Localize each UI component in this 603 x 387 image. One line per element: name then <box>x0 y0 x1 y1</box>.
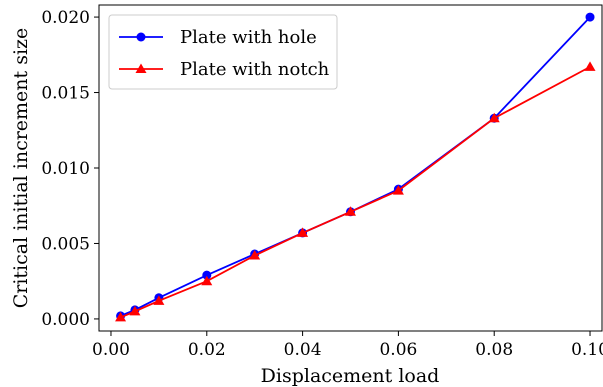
data-point <box>202 270 212 280</box>
y-tick-label: 0.000 <box>41 310 90 330</box>
legend-marker-notch <box>135 63 147 73</box>
y-tick-label: 0.005 <box>41 234 90 254</box>
data-point <box>392 185 404 195</box>
legend-label-notch: Plate with notch <box>180 59 330 80</box>
y-axis: 0.000 0.005 0.010 0.015 0.020 <box>41 8 99 330</box>
x-tick-label: 0.06 <box>379 340 417 360</box>
x-axis-label: Displacement load <box>261 365 440 387</box>
legend-box <box>108 14 338 90</box>
series-plate-with-notch <box>115 61 596 322</box>
data-point <box>488 112 500 123</box>
data-point <box>249 250 261 260</box>
y-tick-label: 0.015 <box>41 84 90 104</box>
y-tick-label: 0.010 <box>41 159 90 179</box>
data-point <box>345 206 356 216</box>
legend-marker-hole <box>136 32 146 42</box>
data-point <box>115 311 127 322</box>
series-layer <box>115 12 596 322</box>
y-tick-label: 0.020 <box>41 8 90 28</box>
data-point <box>129 305 141 316</box>
x-tick-label: 0.00 <box>92 340 130 360</box>
x-tick-label: 0.08 <box>475 340 513 360</box>
data-point <box>584 61 596 71</box>
legend-label-hole: Plate with hole <box>180 27 317 48</box>
data-point <box>153 295 165 305</box>
y-axis-label: Critical initial increment size <box>10 28 32 309</box>
data-point <box>201 275 213 286</box>
x-tick-label: 0.04 <box>284 340 322 360</box>
data-point <box>585 12 595 22</box>
x-axis: 0.00 0.02 0.04 0.06 0.08 0.10 <box>92 331 603 360</box>
x-tick-label: 0.02 <box>188 340 226 360</box>
data-point <box>297 227 309 237</box>
x-tick-label: 0.10 <box>571 340 603 360</box>
series-line <box>120 66 591 319</box>
legend: Plate with hole Plate with notch <box>108 14 338 90</box>
